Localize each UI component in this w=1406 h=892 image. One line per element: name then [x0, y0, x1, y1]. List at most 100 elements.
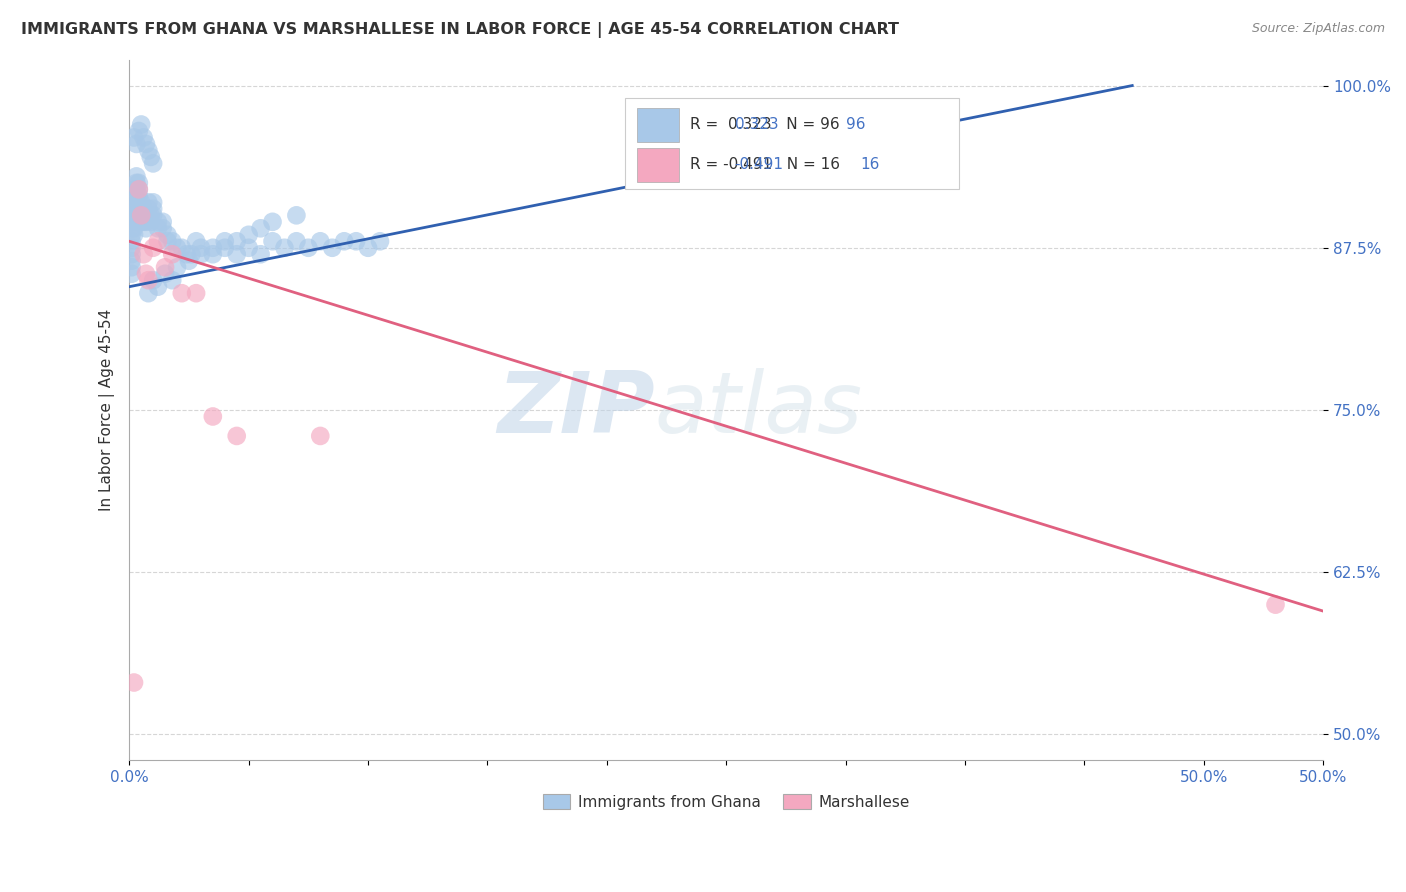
Point — [122, 189, 145, 203]
Point — [132, 215, 155, 229]
Point — [333, 234, 356, 248]
Point — [177, 253, 200, 268]
Point — [138, 208, 160, 222]
Point — [138, 195, 160, 210]
Point — [201, 241, 224, 255]
Point — [201, 409, 224, 424]
Point — [225, 234, 247, 248]
Point — [125, 202, 148, 216]
Point — [125, 195, 148, 210]
Point — [121, 267, 143, 281]
Point — [122, 130, 145, 145]
Text: R =  0.323   N = 96: R = 0.323 N = 96 — [690, 117, 839, 132]
Point — [166, 260, 188, 275]
Point — [121, 208, 143, 222]
Text: 96: 96 — [845, 117, 865, 132]
Point — [125, 136, 148, 151]
Point — [121, 247, 143, 261]
Point — [184, 234, 207, 248]
Point — [132, 247, 155, 261]
Point — [153, 267, 176, 281]
Point — [146, 279, 169, 293]
Point — [138, 202, 160, 216]
Point — [262, 215, 284, 229]
Point — [135, 136, 157, 151]
Point — [225, 247, 247, 261]
FancyBboxPatch shape — [637, 148, 679, 182]
Point — [122, 182, 145, 196]
Point — [146, 215, 169, 229]
Point — [121, 241, 143, 255]
Point — [128, 202, 150, 216]
Point — [128, 176, 150, 190]
Point — [129, 208, 152, 222]
Point — [214, 241, 236, 255]
Point — [285, 208, 308, 222]
Text: atlas: atlas — [655, 368, 863, 451]
Point — [128, 182, 150, 196]
Point — [273, 241, 295, 255]
Point — [146, 221, 169, 235]
FancyBboxPatch shape — [637, 108, 679, 142]
Text: 16: 16 — [860, 157, 879, 172]
Point — [139, 215, 162, 229]
Point — [122, 195, 145, 210]
Point — [262, 234, 284, 248]
Point — [129, 215, 152, 229]
Point — [132, 130, 155, 145]
Point — [238, 227, 260, 242]
Point — [138, 273, 160, 287]
Point — [121, 215, 143, 229]
Point — [170, 241, 193, 255]
Text: 0.323: 0.323 — [734, 117, 779, 132]
Point — [160, 247, 183, 261]
Point — [139, 208, 162, 222]
Point — [142, 195, 165, 210]
Point — [152, 215, 174, 229]
Point — [122, 227, 145, 242]
Point — [153, 260, 176, 275]
Point — [125, 208, 148, 222]
Point — [180, 247, 202, 261]
Point — [142, 208, 165, 222]
Point — [156, 234, 179, 248]
Text: Source: ZipAtlas.com: Source: ZipAtlas.com — [1251, 22, 1385, 36]
Point — [138, 286, 160, 301]
Point — [176, 247, 198, 261]
Point — [121, 234, 143, 248]
Point — [166, 241, 188, 255]
Point — [122, 221, 145, 235]
Point — [129, 202, 152, 216]
Point — [132, 208, 155, 222]
Point — [309, 234, 332, 248]
Point — [142, 273, 165, 287]
Point — [132, 202, 155, 216]
Point — [122, 675, 145, 690]
Legend: Immigrants from Ghana, Marshallese: Immigrants from Ghana, Marshallese — [537, 788, 917, 816]
Point — [135, 267, 157, 281]
Point — [297, 241, 319, 255]
Point — [170, 286, 193, 301]
Point — [135, 221, 157, 235]
Point — [152, 221, 174, 235]
Point — [135, 215, 157, 229]
Point — [160, 234, 183, 248]
Point — [128, 124, 150, 138]
Point — [160, 273, 183, 287]
Point — [122, 215, 145, 229]
Point — [121, 227, 143, 242]
Point — [357, 241, 380, 255]
Point — [156, 227, 179, 242]
Point — [368, 234, 391, 248]
Point — [184, 286, 207, 301]
Point — [344, 234, 367, 248]
Point — [249, 247, 271, 261]
Point — [214, 234, 236, 248]
Point — [121, 253, 143, 268]
Point — [190, 241, 212, 255]
Point — [142, 156, 165, 170]
Point — [125, 169, 148, 184]
Text: -0.491: -0.491 — [734, 157, 783, 172]
Point — [122, 202, 145, 216]
Point — [128, 182, 150, 196]
